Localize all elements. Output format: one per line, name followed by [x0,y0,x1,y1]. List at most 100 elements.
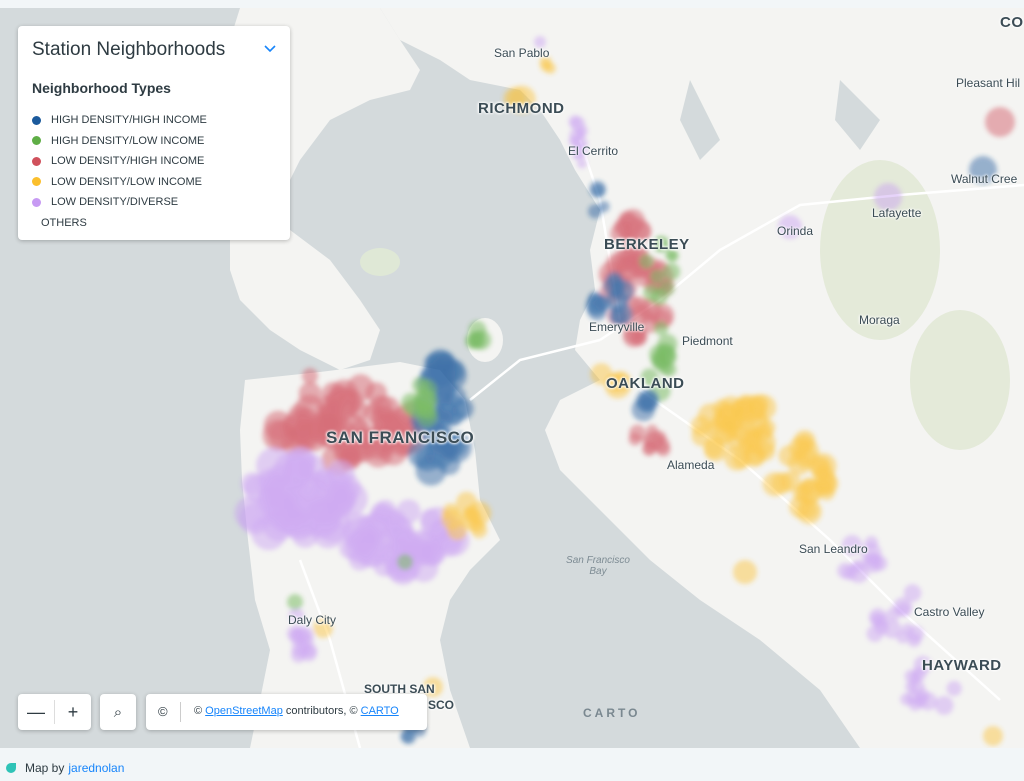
station-marker[interactable] [691,425,713,447]
station-marker[interactable] [440,431,472,463]
station-marker[interactable] [909,679,925,695]
station-marker[interactable] [629,424,646,442]
station-marker[interactable] [841,534,863,556]
station-marker[interactable] [625,218,652,245]
station-marker[interactable] [287,424,318,454]
station-marker[interactable] [799,500,819,520]
station-marker[interactable] [413,388,438,412]
station-marker[interactable] [788,436,811,459]
station-marker[interactable] [665,249,678,261]
station-marker[interactable] [421,542,444,565]
station-marker[interactable] [969,156,997,184]
station-marker[interactable] [432,389,453,409]
station-marker[interactable] [778,215,802,239]
station-marker[interactable] [609,307,628,326]
station-marker[interactable] [946,680,962,697]
station-marker[interactable] [848,562,870,583]
station-marker[interactable] [424,353,443,373]
station-marker[interactable] [733,560,757,584]
station-marker[interactable] [572,135,588,152]
station-marker[interactable] [742,444,766,468]
station-marker[interactable] [534,36,546,48]
station-marker[interactable] [787,451,812,476]
station-marker[interactable] [610,371,632,392]
station-marker[interactable] [590,363,613,385]
station-marker[interactable] [290,627,304,640]
station-marker[interactable] [241,472,264,496]
station-marker[interactable] [934,695,954,715]
station-marker[interactable] [704,438,728,462]
station-marker[interactable] [467,501,492,526]
station-marker[interactable] [441,508,464,531]
station-marker[interactable] [903,584,922,602]
station-marker[interactable] [568,115,582,129]
station-marker[interactable] [349,419,372,442]
station-marker[interactable] [631,397,656,422]
station-marker[interactable] [341,512,374,545]
station-marker[interactable] [467,331,487,350]
station-marker[interactable] [283,483,320,520]
station-marker[interactable] [298,382,322,405]
station-marker[interactable] [630,329,648,347]
station-marker[interactable] [585,295,607,317]
station-marker[interactable] [918,692,938,711]
station-marker[interactable] [913,655,932,675]
station-marker[interactable] [470,521,488,539]
station-marker[interactable] [654,356,669,371]
station-marker[interactable] [865,552,881,568]
station-marker[interactable] [577,158,587,169]
station-marker[interactable] [762,472,787,497]
station-marker[interactable] [900,693,913,706]
station-marker[interactable] [659,280,675,296]
station-marker[interactable] [983,726,1003,746]
station-marker[interactable] [591,183,606,198]
station-marker[interactable] [866,625,884,643]
station-marker[interactable] [300,645,317,662]
station-marker[interactable] [639,254,654,269]
station-marker[interactable] [346,374,375,402]
station-marker[interactable] [397,554,413,570]
station-marker[interactable] [907,633,922,648]
station-marker[interactable] [333,481,368,517]
zoom-in-button[interactable]: + [67,701,79,722]
station-marker[interactable] [438,361,467,390]
station-marker[interactable] [321,382,346,406]
author-link[interactable]: jarednolan [68,761,125,775]
osm-link[interactable]: OpenStreetMap [205,705,283,717]
station-marker[interactable] [652,436,670,454]
station-marker[interactable] [640,368,659,387]
station-marker[interactable] [810,453,837,480]
station-marker[interactable] [606,271,623,288]
station-marker[interactable] [874,183,902,211]
station-marker[interactable] [792,484,812,503]
station-marker[interactable] [901,623,914,636]
station-marker[interactable] [869,608,887,626]
station-marker[interactable] [255,447,293,484]
search-button[interactable]: ⌕ [100,694,136,730]
copyright-icon[interactable]: © [158,704,168,719]
station-marker[interactable] [302,368,318,384]
station-marker[interactable] [985,107,1015,137]
station-marker[interactable] [378,436,408,466]
station-marker[interactable] [262,419,295,452]
chevron-down-icon[interactable] [264,40,276,56]
station-marker[interactable] [652,237,666,251]
station-marker[interactable] [662,262,681,281]
station-marker[interactable] [286,446,317,477]
station-marker[interactable] [654,321,669,336]
station-marker[interactable] [419,508,441,530]
station-marker[interactable] [313,618,333,638]
station-marker[interactable] [407,440,436,468]
station-marker[interactable] [598,200,610,213]
zoom-out-button[interactable]: — [27,701,45,722]
station-marker[interactable] [348,548,372,571]
carto-link[interactable]: CARTO [360,705,399,717]
station-marker[interactable] [629,296,651,318]
station-marker[interactable] [288,608,305,624]
station-marker[interactable] [893,597,913,617]
station-marker[interactable] [503,87,526,111]
station-marker[interactable] [544,62,557,74]
station-marker[interactable] [649,269,665,284]
station-marker[interactable] [837,562,854,579]
station-marker[interactable] [287,594,303,610]
